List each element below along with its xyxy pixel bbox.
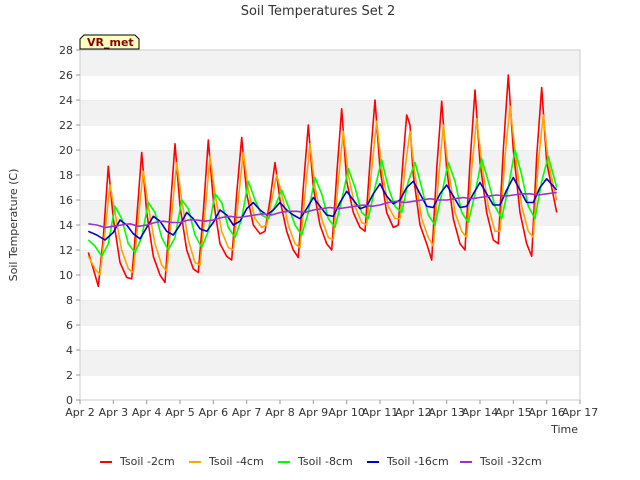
series-layer	[87, 74, 558, 288]
y-tick-label: 22	[59, 119, 73, 132]
series-line-5	[88, 191, 557, 229]
grid-band	[80, 375, 580, 400]
y-tick-label: 0	[66, 394, 73, 407]
legend-label: Tsoil -16cm	[386, 455, 449, 468]
grid-band	[80, 75, 580, 100]
x-tick-label: Apr 14	[462, 406, 499, 419]
y-tick-label: 20	[59, 144, 73, 157]
y-tick-label: 24	[59, 94, 73, 107]
x-tick-label: Apr 10	[328, 406, 365, 419]
y-tick-label: 6	[66, 319, 73, 332]
legend-label: Tsoil -4cm	[208, 455, 264, 468]
y-tick-label: 2	[66, 369, 73, 382]
x-tick-label: Apr 3	[99, 406, 129, 419]
grid-band	[80, 350, 580, 375]
y-tick-label: 26	[59, 69, 73, 82]
y-tick-label: 18	[59, 169, 73, 182]
chart-title: Soil Temperatures Set 2	[241, 4, 396, 19]
grid-band	[80, 50, 580, 75]
x-tick-label: Apr 7	[232, 406, 262, 419]
x-tick-label: Apr 17	[562, 406, 599, 419]
x-axis-label: Time	[550, 423, 578, 436]
grid-band	[80, 150, 580, 175]
badge-box	[79, 34, 140, 50]
grid-band	[80, 175, 580, 200]
x-tick-label: Apr 6	[199, 406, 229, 419]
x-tick-label: Apr 15	[495, 406, 532, 419]
y-tick-label: 8	[66, 294, 73, 307]
grid-band	[80, 300, 580, 325]
y-tick-label: 28	[59, 44, 73, 57]
x-tick-label: Apr 5	[165, 406, 195, 419]
series-line-3	[87, 149, 558, 258]
y-tick-label: 10	[59, 269, 73, 282]
x-axis-ticks: Apr 2 Apr 3 Apr 4 Apr 5 Apr 6 Apr 7 Apr 8 Apr 9…	[65, 400, 598, 419]
plot-bands	[80, 49, 580, 400]
x-tick-label: Apr 4	[132, 406, 162, 419]
y-tick-label: 12	[59, 244, 73, 257]
y-axis-label: Soil Temperature (C)	[7, 169, 20, 282]
legend-label: Tsoil -2cm	[119, 455, 175, 468]
y-tick-label: 16	[59, 194, 73, 207]
grid-band	[80, 125, 580, 150]
legend-label: Tsoil -32cm	[479, 455, 542, 468]
legend-label: Tsoil -8cm	[297, 455, 353, 468]
x-tick-label: Apr 12	[395, 406, 432, 419]
x-tick-label: Apr 9	[299, 406, 329, 419]
grid-band	[80, 250, 580, 275]
grid-band	[80, 100, 580, 125]
series-line-2	[87, 105, 558, 276]
x-tick-label: Apr 16	[528, 406, 565, 419]
station-badge: VR_met	[79, 34, 140, 50]
x-tick-label: Apr 8	[265, 406, 295, 419]
series-line-4	[87, 176, 558, 241]
badge-label: VR_met	[87, 36, 134, 49]
grid-band	[80, 325, 580, 350]
x-tick-label: Apr 11	[362, 406, 399, 419]
legend: Tsoil -2cm Tsoil -4cm Tsoil -8cm Tsoil -16c…	[100, 455, 542, 468]
y-tick-label: 4	[66, 344, 73, 357]
x-tick-label: Apr 2	[65, 406, 95, 419]
grid-band	[80, 275, 580, 300]
x-tick-label: Apr 13	[428, 406, 465, 419]
y-tick-label: 14	[59, 219, 73, 232]
